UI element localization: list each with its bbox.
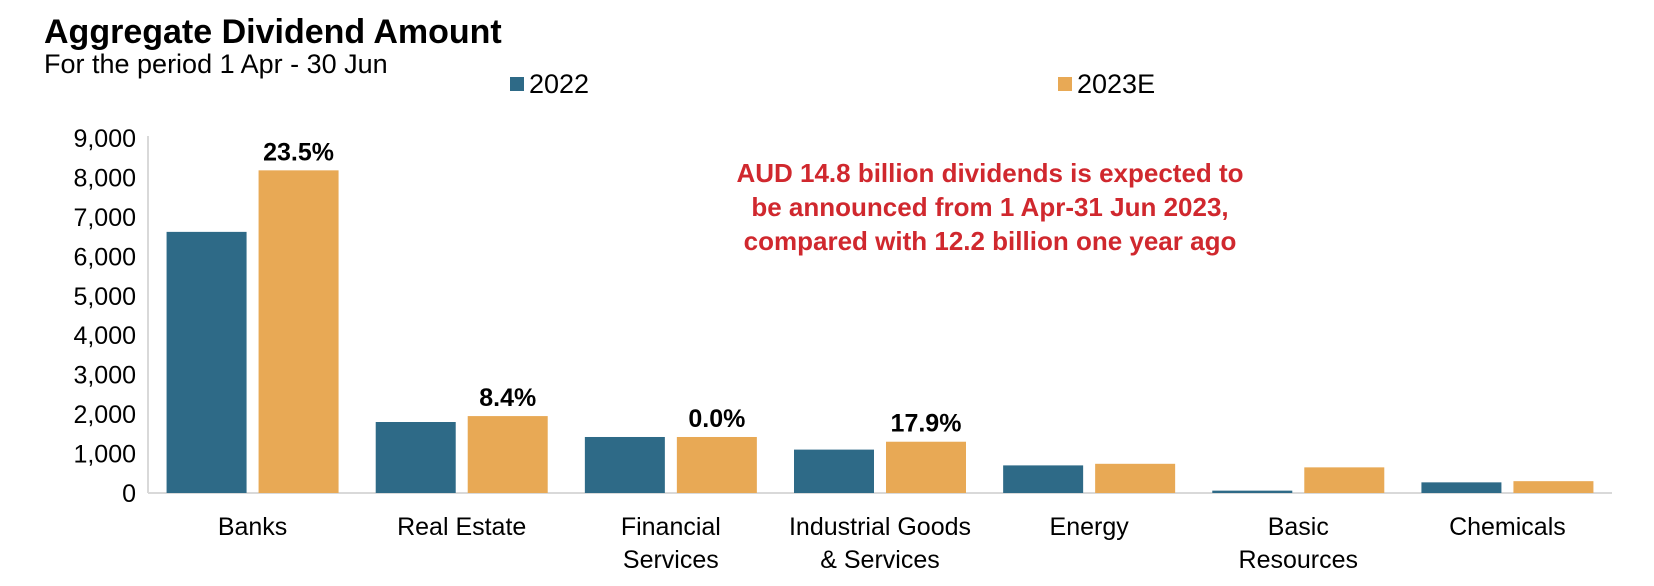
y-tick-label: 0 (122, 480, 136, 508)
bar-2023e (1095, 463, 1176, 493)
x-category-label: Energy (1050, 513, 1130, 541)
y-tick-label: 5,000 (73, 283, 136, 311)
bar-2023e (886, 441, 966, 493)
y-tick-label: 3,000 (73, 362, 136, 390)
legend-item-2022: 2022 (510, 68, 589, 100)
x-category-label: Real Estate (397, 513, 526, 541)
bar-2023e (1304, 467, 1385, 493)
x-category-label: Banks (218, 513, 287, 541)
x-category-label: Financial (621, 513, 721, 541)
bar-2023e (258, 170, 339, 493)
bar-2022 (375, 422, 456, 493)
y-tick-label: 7,000 (73, 204, 136, 232)
chart-subtitle: For the period 1 Apr - 30 Jun (44, 49, 388, 79)
legend-swatch-2022 (510, 77, 524, 91)
growth-label: 8.4% (479, 384, 536, 412)
annotation-line: compared with 12.2 billion one year ago (743, 226, 1237, 256)
growth-label: 0.0% (688, 405, 745, 433)
x-category-label: Chemicals (1449, 513, 1566, 541)
bar-2022 (1003, 465, 1084, 493)
y-tick-label: 6,000 (73, 243, 136, 271)
bar-2022 (1212, 490, 1293, 493)
y-tick-label: 8,000 (73, 164, 136, 192)
x-category-label: Basic (1268, 513, 1329, 541)
bar-2022 (794, 449, 874, 493)
x-category-label: Services (623, 546, 719, 574)
bar-2022 (584, 436, 665, 493)
x-category-label: Industrial Goods (789, 513, 971, 541)
chart-title: Aggregate Dividend Amount (44, 13, 502, 51)
legend-swatch-2023e (1058, 77, 1072, 91)
y-tick-label: 4,000 (73, 322, 136, 350)
x-category-label: & Services (820, 546, 939, 574)
x-category-label: Resources (1239, 546, 1359, 574)
bar-2022 (166, 231, 247, 493)
y-tick-label: 2,000 (73, 401, 136, 429)
legend-item-2023e: 2023E (1058, 68, 1155, 100)
legend-label-2022: 2022 (529, 68, 590, 99)
legend-label-2023e: 2023E (1077, 68, 1156, 99)
annotation-line: AUD 14.8 billion dividends is expected t… (736, 158, 1244, 188)
annotation-line: be announced from 1 Apr-31 Jun 2023, (751, 192, 1229, 222)
bar-2022 (1421, 482, 1502, 493)
y-tick-label: 9,000 (73, 125, 136, 153)
y-tick-label: 1,000 (73, 441, 136, 469)
bar-2023e (676, 436, 757, 493)
bar-2023e (467, 416, 548, 493)
growth-label: 17.9% (891, 410, 962, 438)
growth-label: 23.5% (263, 138, 334, 166)
bar-2023e (1513, 481, 1594, 493)
chart-annotation: AUD 14.8 billion dividends is expected t… (670, 156, 1310, 258)
